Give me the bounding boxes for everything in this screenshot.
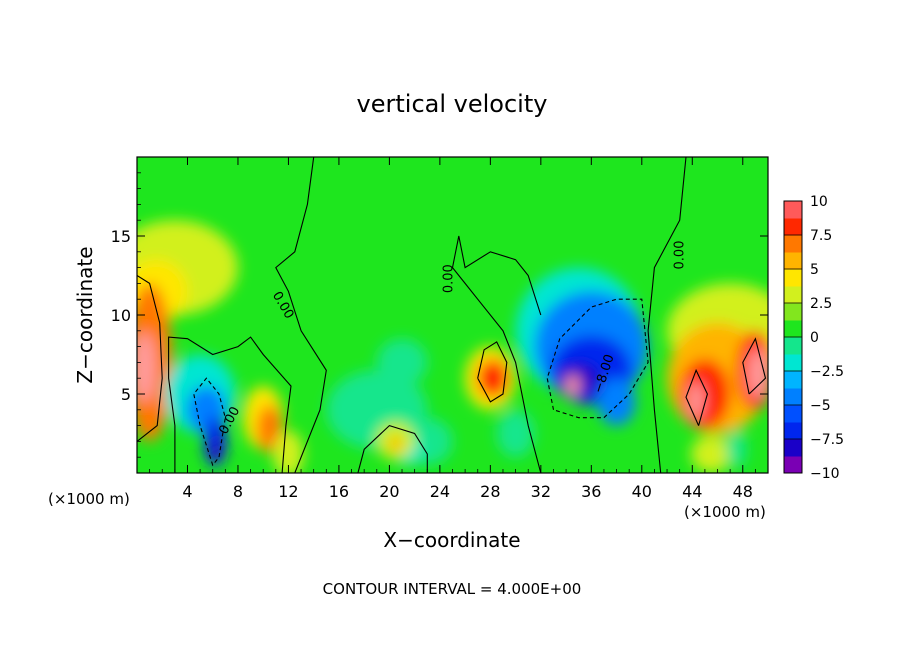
field-patch — [376, 338, 428, 387]
x-tick-label: 40 — [632, 482, 652, 501]
contour-line — [357, 424, 428, 473]
field-patch — [566, 375, 579, 398]
contour-line — [168, 336, 292, 473]
x-tick-label: 24 — [430, 482, 450, 501]
colorbar-segment — [784, 320, 802, 338]
contour-interval: CONTOUR INTERVAL = 4.000E+00 — [323, 580, 582, 598]
colorbar-segment — [784, 388, 802, 406]
x-axis: 4 8 12 16 20 24 28 32 36 40 44 48 — [149, 157, 756, 501]
colorbar-segment — [784, 422, 802, 440]
colorbar-segment — [784, 235, 802, 253]
colorbar-segment — [784, 371, 802, 389]
x-unit-right: (×1000 m) — [684, 503, 766, 521]
colorbar-segment — [784, 286, 802, 304]
colorbar-segment — [784, 337, 802, 355]
colorbar-segment — [784, 405, 802, 423]
y-tick-label: 15 — [111, 227, 131, 246]
contour-line — [647, 157, 687, 473]
x-axis-label: X−coordinate — [383, 528, 520, 552]
plot-background — [137, 157, 768, 473]
colorbar-tick-label: 2.5 — [810, 296, 832, 312]
field-patch — [496, 409, 535, 458]
field-patch — [747, 348, 768, 399]
contour-line — [451, 235, 542, 473]
field-patch — [691, 435, 732, 473]
field-patch — [597, 378, 636, 426]
colorbar-tick-label: 7.5 — [810, 228, 832, 244]
x-unit-left: (×1000 m) — [48, 490, 130, 508]
colorbar-segment — [784, 218, 802, 236]
x-tick-label: 48 — [733, 482, 753, 501]
field-patch — [137, 332, 156, 402]
contour-label: 0.00 — [672, 241, 687, 270]
x-tick-label: 8 — [233, 482, 243, 501]
field-patch — [273, 430, 304, 473]
colorbar-tick-label: −10 — [810, 466, 840, 482]
colorbar-segment — [784, 201, 802, 219]
y-tick-label: 5 — [121, 385, 131, 404]
contour-line — [546, 298, 649, 419]
contour-line — [193, 377, 226, 467]
x-tick-label: 28 — [480, 482, 500, 501]
contour-line — [275, 157, 327, 473]
y-tick-label: 10 — [111, 306, 131, 325]
x-tick-label: 16 — [329, 482, 349, 501]
contour-line — [685, 368, 708, 426]
y-axis: 5 10 15 — [111, 172, 768, 458]
colorbar-segment — [784, 354, 802, 372]
y-axis-label: Z−coordinate — [73, 246, 97, 383]
colorbar-segment — [784, 303, 802, 321]
x-tick-label: 36 — [581, 482, 601, 501]
field-patch — [389, 436, 403, 453]
chart-title: vertical velocity — [357, 90, 548, 118]
colorbar-tick-label: −2.5 — [810, 364, 844, 380]
colorbar-tick-label: −5 — [810, 398, 831, 414]
colorbar-tick-label: 5 — [810, 262, 819, 278]
colorbar-tick-label: −7.5 — [810, 432, 844, 448]
field-patch — [688, 381, 704, 420]
field-patch — [256, 405, 283, 453]
contour-label: 0.00 — [442, 264, 457, 293]
colorbar: 10 7.5 5 2.5 0 −2.5 −5 −7.5 −10 — [783, 194, 844, 482]
x-tick-label: 32 — [531, 482, 551, 501]
colorbar-segment — [784, 269, 802, 287]
colorbar-tick-label: 0 — [810, 330, 819, 346]
colorbar-segment — [784, 252, 802, 270]
plot-area: 0.000.000.000.00−8.00 — [137, 157, 768, 473]
field-patch — [726, 430, 747, 469]
x-tick-label: 12 — [278, 482, 298, 501]
contour-line — [742, 337, 767, 395]
colorbar-segment — [784, 439, 802, 457]
colorbar-segment — [784, 456, 802, 474]
field-patch — [477, 359, 509, 398]
field-patch — [210, 438, 223, 464]
contour-line — [477, 341, 508, 403]
x-tick-label: 4 — [182, 482, 192, 501]
contour-line — [137, 275, 163, 442]
x-tick-label: 44 — [682, 482, 702, 501]
colorbar-tick-label: 10 — [810, 194, 828, 210]
x-tick-label: 20 — [379, 482, 399, 501]
